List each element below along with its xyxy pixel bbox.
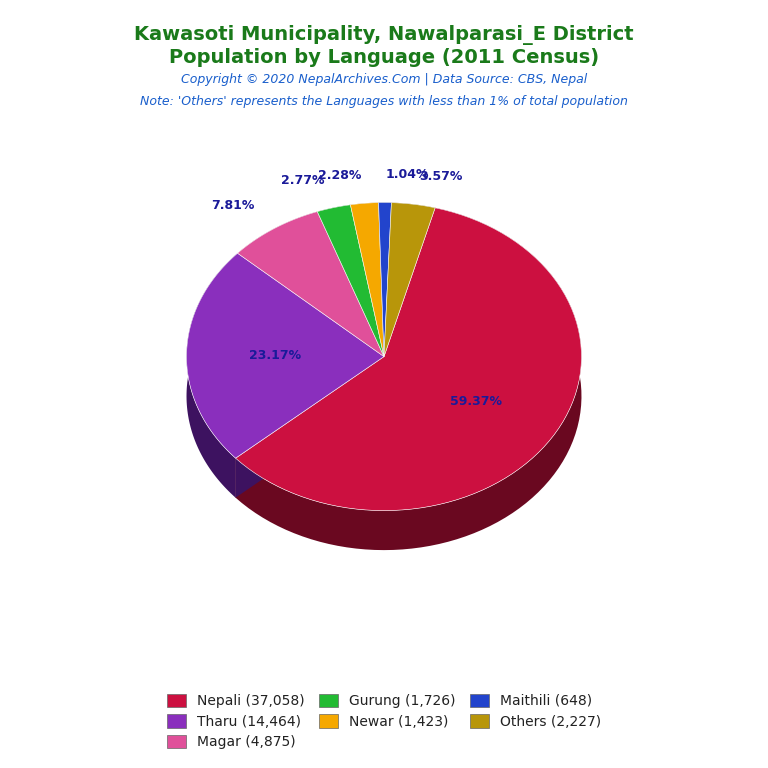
Text: 3.57%: 3.57%: [419, 170, 462, 184]
Polygon shape: [379, 203, 384, 396]
Text: 23.17%: 23.17%: [250, 349, 302, 362]
Polygon shape: [237, 253, 384, 396]
Polygon shape: [384, 208, 435, 396]
Text: Copyright © 2020 NepalArchives.Com | Data Source: CBS, Nepal: Copyright © 2020 NepalArchives.Com | Dat…: [181, 74, 587, 86]
Polygon shape: [317, 212, 384, 396]
Polygon shape: [237, 212, 317, 293]
Polygon shape: [317, 205, 350, 251]
Polygon shape: [379, 203, 384, 396]
Polygon shape: [317, 205, 384, 356]
Text: 2.28%: 2.28%: [317, 169, 361, 182]
Polygon shape: [317, 212, 384, 396]
Polygon shape: [187, 253, 384, 458]
Text: Population by Language (2011 Census): Population by Language (2011 Census): [169, 48, 599, 67]
Text: 7.81%: 7.81%: [211, 199, 254, 212]
Text: Note: 'Others' represents the Languages with less than 1% of total population: Note: 'Others' represents the Languages …: [140, 95, 628, 108]
Polygon shape: [236, 356, 384, 498]
Text: 2.77%: 2.77%: [281, 174, 325, 187]
Polygon shape: [187, 253, 237, 498]
Text: 59.37%: 59.37%: [450, 395, 502, 408]
Polygon shape: [237, 253, 384, 396]
Polygon shape: [384, 208, 435, 396]
Polygon shape: [350, 205, 384, 396]
Polygon shape: [236, 356, 384, 498]
Polygon shape: [384, 203, 435, 356]
Legend: Nepali (37,058), Tharu (14,464), Magar (4,875), Gurung (1,726), Newar (1,423), M: Nepali (37,058), Tharu (14,464), Magar (…: [163, 690, 605, 753]
Polygon shape: [384, 203, 392, 396]
Text: 1.04%: 1.04%: [386, 168, 429, 181]
Polygon shape: [350, 203, 379, 244]
Polygon shape: [392, 203, 435, 247]
Polygon shape: [384, 203, 392, 396]
Polygon shape: [379, 203, 392, 356]
Polygon shape: [236, 208, 581, 511]
Polygon shape: [379, 203, 392, 242]
Text: Kawasoti Municipality, Nawalparasi_E District: Kawasoti Municipality, Nawalparasi_E Dis…: [134, 25, 634, 45]
Polygon shape: [350, 203, 384, 356]
Polygon shape: [236, 208, 581, 550]
Polygon shape: [237, 212, 384, 356]
Polygon shape: [350, 205, 384, 396]
